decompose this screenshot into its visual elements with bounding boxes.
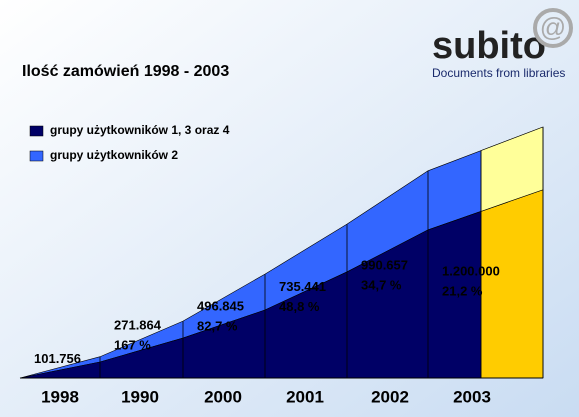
total-label: 271.864 [114,317,162,332]
x-tick-label: 1998 [41,387,79,406]
forecast-area [480,189,544,379]
x-tick-label: 2001 [286,387,324,406]
legend-label: grupy użytkowników 1, 3 oraz 4 [50,123,230,137]
chart-title: Ilość zamówień 1998 - 2003 [22,63,229,80]
growth-label: 167 % [114,337,151,352]
x-tick-label: 2003 [453,387,491,406]
total-label: 990.657 [361,257,408,272]
total-label: 101.756 [34,351,81,366]
growth-label: 48,8 % [279,299,320,314]
growth-label: 34,7 % [361,277,402,292]
logo-at-glyph: @ [540,12,566,42]
legend-label: grupy użytkowników 2 [50,148,178,162]
x-tick-label: 1990 [121,387,159,406]
logo-at [533,8,573,48]
growth-label: 82,7 % [197,319,238,334]
logo-tagline: Documents from libraries [432,66,565,80]
x-tick-label: 2002 [371,387,409,406]
legend-swatch [29,150,44,162]
total-label: 1.200.000 [442,263,500,278]
total-label: 735.441 [279,279,326,294]
total-label: 496.845 [197,299,244,314]
growth-label: 21,2 % [442,283,483,298]
logo: subito [432,25,546,67]
x-tick-label: 2000 [204,387,242,406]
legend-swatch [29,125,44,137]
